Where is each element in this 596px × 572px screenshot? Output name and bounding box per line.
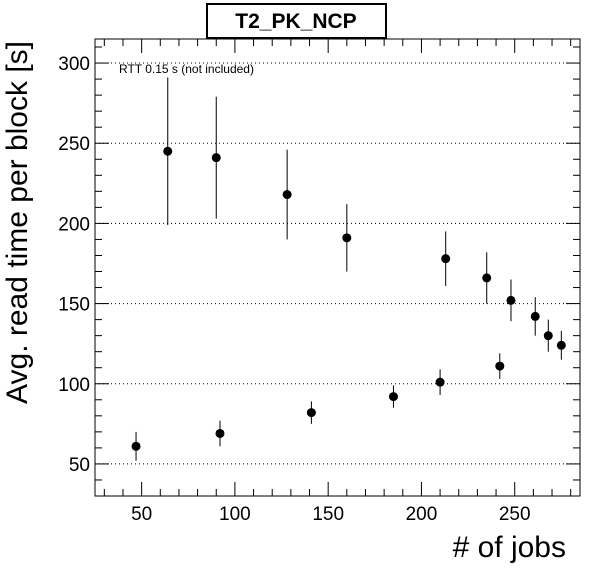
x-tick-label: 250 <box>499 504 531 525</box>
data-point <box>506 279 516 322</box>
data-point <box>441 231 451 286</box>
x-axis-title: # of jobs <box>453 531 566 564</box>
data-point <box>495 353 505 379</box>
data-point <box>482 252 492 304</box>
y-tick-label: 250 <box>58 134 90 155</box>
data-marker <box>282 190 292 200</box>
data-marker <box>131 441 141 451</box>
data-marker <box>506 295 516 305</box>
data-point <box>388 385 398 408</box>
x-tick-label: 50 <box>131 504 152 525</box>
data-point <box>215 420 225 447</box>
y-tick-label: 300 <box>58 54 90 75</box>
chart-title: T2_PK_NCP <box>235 10 356 33</box>
data-point <box>543 319 553 352</box>
data-marker <box>306 408 316 418</box>
data-point <box>211 96 221 219</box>
x-tick-label: 150 <box>312 504 344 525</box>
data-marker <box>215 428 225 438</box>
data-point <box>306 401 316 424</box>
x-tick-label: 100 <box>219 504 251 525</box>
data-point <box>435 369 445 395</box>
y-tick-label: 200 <box>58 214 90 235</box>
data-marker <box>556 340 566 350</box>
data-point <box>342 204 352 272</box>
tick-labels-layer: 50 100 150 200 250 300 50 100 150 200 250 <box>58 54 530 525</box>
data-marker <box>441 254 451 264</box>
data-marker <box>530 311 540 321</box>
points-layer <box>131 77 566 461</box>
data-marker <box>342 233 352 243</box>
data-marker <box>495 361 505 371</box>
x-tick-label: 200 <box>406 504 438 525</box>
data-marker <box>211 153 221 163</box>
y-tick-label: 150 <box>58 295 90 316</box>
y-tick-label: 50 <box>69 455 90 476</box>
y-axis-title: Avg. read time per block [s] <box>1 41 34 404</box>
ticks-layer <box>95 39 580 497</box>
data-marker <box>163 146 173 156</box>
data-marker <box>543 331 553 341</box>
data-marker <box>435 377 445 387</box>
data-point <box>530 297 540 336</box>
rtt-annotation: RTT 0.15 s (not included) <box>119 62 254 76</box>
data-point <box>556 330 566 360</box>
data-marker <box>482 273 492 283</box>
grid-layer <box>95 62 580 465</box>
data-point <box>131 431 141 461</box>
title-box: T2_PK_NCP <box>206 3 387 39</box>
data-point <box>163 77 173 226</box>
data-marker <box>388 392 398 402</box>
title-box-frame <box>206 3 387 39</box>
data-point <box>282 149 292 240</box>
y-tick-label: 100 <box>58 375 90 396</box>
